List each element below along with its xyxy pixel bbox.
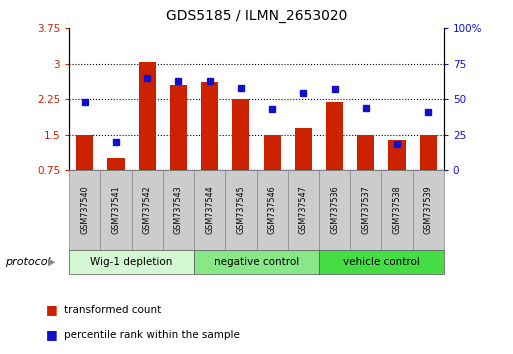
Text: ▶: ▶ xyxy=(48,257,55,267)
Text: transformed count: transformed count xyxy=(64,305,162,315)
Bar xyxy=(76,135,93,170)
Text: vehicle control: vehicle control xyxy=(343,257,420,267)
Text: GSM737545: GSM737545 xyxy=(236,185,245,234)
Text: GSM737540: GSM737540 xyxy=(81,185,89,234)
Text: GSM737544: GSM737544 xyxy=(205,185,214,234)
Text: GSM737543: GSM737543 xyxy=(174,185,183,234)
Text: GSM737547: GSM737547 xyxy=(299,185,308,234)
Text: GSM737542: GSM737542 xyxy=(143,185,152,234)
Text: GSM737541: GSM737541 xyxy=(111,185,121,234)
Text: GSM737546: GSM737546 xyxy=(268,185,277,234)
Text: ■: ■ xyxy=(46,303,58,316)
Bar xyxy=(264,135,281,170)
Text: GSM737538: GSM737538 xyxy=(392,185,402,234)
Bar xyxy=(232,99,249,170)
Bar xyxy=(420,136,437,170)
Text: ■: ■ xyxy=(46,328,58,341)
Text: Wig-1 depletion: Wig-1 depletion xyxy=(90,257,173,267)
Bar xyxy=(170,85,187,170)
Bar xyxy=(108,158,125,170)
Bar xyxy=(295,129,312,170)
Bar xyxy=(139,62,156,170)
Text: GDS5185 / ILMN_2653020: GDS5185 / ILMN_2653020 xyxy=(166,9,347,23)
Text: percentile rank within the sample: percentile rank within the sample xyxy=(64,330,240,339)
Bar xyxy=(388,140,405,170)
Bar xyxy=(357,135,374,170)
Text: GSM737536: GSM737536 xyxy=(330,185,339,234)
Text: GSM737539: GSM737539 xyxy=(424,185,432,234)
Bar xyxy=(326,102,343,170)
Bar xyxy=(201,82,218,170)
Text: negative control: negative control xyxy=(214,257,299,267)
Text: protocol: protocol xyxy=(5,257,51,267)
Text: GSM737537: GSM737537 xyxy=(361,185,370,234)
